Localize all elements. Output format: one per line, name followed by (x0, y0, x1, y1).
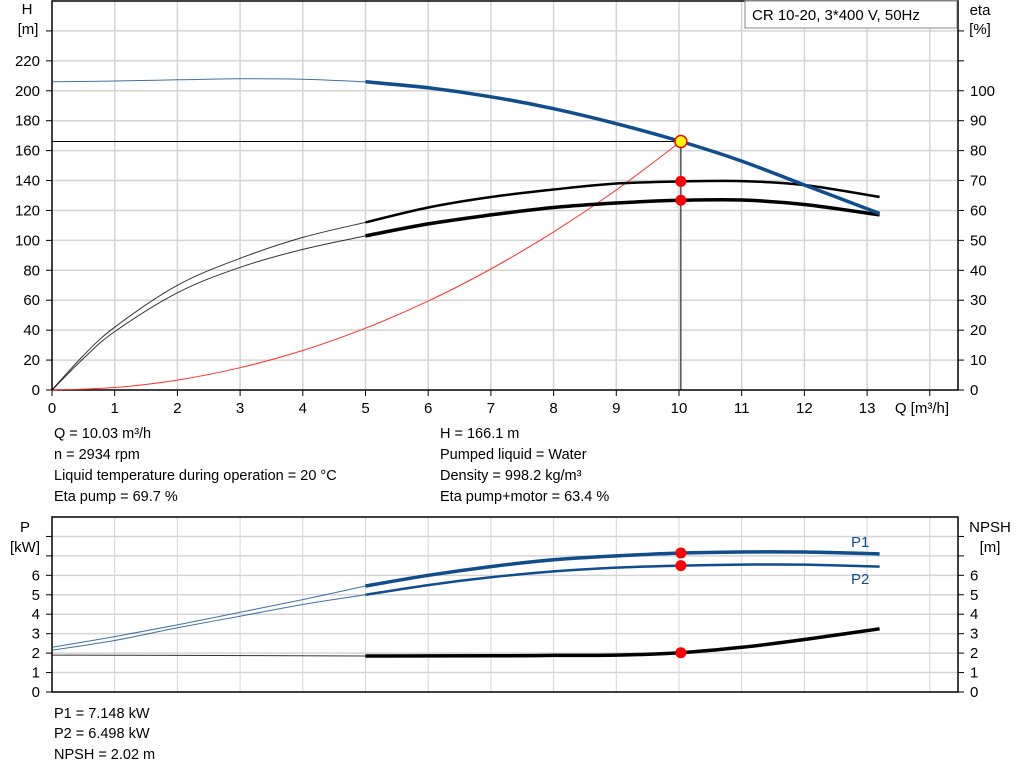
h-tick-label: 40 (23, 322, 40, 339)
q-tick-label: 11 (734, 400, 750, 417)
eta-pump-motor-curve (365, 197, 880, 238)
q-tick-label: 1 (111, 400, 119, 417)
npsh-tick-label: 5 (970, 587, 978, 604)
title-box (744, 0, 958, 29)
npsh-tick-label: 3 (970, 626, 978, 643)
eta-tick-label: 40 (970, 262, 987, 279)
eta-tick-label: 90 (970, 113, 987, 130)
chart-title: CR 10-20, 3*400 V, 50Hz (752, 7, 920, 24)
h-tick-label: 180 (15, 113, 40, 130)
eta-pump-point (675, 175, 687, 187)
p2-series-label: P2 (851, 571, 869, 588)
top-plot-frame (51, 0, 959, 391)
p-tick-label: 3 (32, 626, 40, 643)
p-tick-label: 5 (32, 587, 40, 604)
info-density: Density = 998.2 kg/m³ (440, 468, 582, 484)
p1-curve (365, 550, 880, 588)
p-tick-label: 6 (32, 567, 40, 584)
h-tick-label: 100 (15, 232, 40, 249)
system-curve (51, 141, 682, 391)
eta-pump-motor-curve-thin (51, 235, 366, 391)
p-tick-label: 1 (32, 665, 40, 682)
q-tick-label: 6 (424, 400, 432, 417)
info-flow: Q = 10.03 m³/h (54, 426, 152, 442)
eta-tick-label: 80 (970, 143, 987, 160)
eta-tick-label: 30 (970, 292, 987, 309)
info-pumped-liquid: Pumped liquid = Water (440, 447, 587, 463)
h-tick-label: 60 (23, 292, 40, 309)
h-tick-label: 0 (32, 382, 40, 399)
p1-series-label: P1 (851, 534, 869, 551)
npsh-point (675, 647, 687, 659)
h-tick-label: 120 (15, 202, 40, 219)
npsh-axis-unit: [m] (980, 539, 1001, 556)
p-tick-label: 2 (32, 645, 40, 662)
h-tick-label: 80 (23, 262, 40, 279)
p1-point (675, 547, 687, 559)
q-tick-label: 13 (859, 400, 876, 417)
eta-pump-curve (365, 179, 880, 224)
eta-tick-label: 50 (970, 232, 987, 249)
p2-curve-thin (51, 594, 366, 651)
duty-point (674, 134, 688, 149)
q-tick-label: 8 (549, 400, 557, 417)
eta-tick-label: 100 (970, 83, 995, 100)
info-head: H = 166.1 m (440, 426, 520, 442)
h-tick-label: 20 (23, 352, 40, 369)
h-tick-label: 200 (15, 83, 40, 100)
info-p2: P2 = 6.498 kW (54, 726, 150, 742)
info-p1: P1 = 7.148 kW (54, 706, 150, 722)
head-curve-thin (51, 78, 366, 83)
q-axis-label: Q [m³/h] (895, 400, 949, 417)
eta-tick-label: 70 (970, 173, 987, 190)
p1-curve-thin (51, 585, 366, 648)
eta-axis-unit: [%] (969, 21, 991, 38)
p-tick-label: 4 (32, 606, 40, 623)
npsh-curve (365, 627, 880, 658)
info-eta-pump: Eta pump = 69.7 % (54, 489, 178, 505)
p2-point (675, 560, 687, 572)
p2-curve (365, 563, 880, 597)
info-eta-pump-motor: Eta pump+motor = 63.4 % (440, 489, 610, 505)
h-axis-unit: [m] (18, 21, 39, 38)
q-tick-label: 3 (236, 400, 244, 417)
npsh-tick-label: 1 (970, 665, 978, 682)
h-axis-label: H (22, 1, 33, 18)
eta-tick-label: 60 (970, 202, 987, 219)
q-tick-label: 10 (671, 400, 688, 417)
eta-tick-label: 10 (970, 352, 987, 369)
h-tick-label: 220 (15, 53, 40, 70)
npsh-tick-label: 0 (970, 684, 978, 701)
info-speed: n = 2934 rpm (54, 447, 140, 463)
p-axis-label: P (20, 519, 30, 536)
q-tick-label: 7 (487, 400, 495, 417)
bottom-plot-frame (51, 516, 959, 693)
eta-tick-label: 20 (970, 322, 987, 339)
eta-tick-label: 0 (970, 382, 978, 399)
q-tick-label: 5 (361, 400, 369, 417)
h-tick-label: 160 (15, 143, 40, 160)
info-liquid-temperature: Liquid temperature during operation = 20… (54, 468, 337, 484)
q-tick-label: 4 (299, 400, 307, 417)
eta-pump-curve-thin (51, 221, 366, 391)
q-tick-label: 9 (612, 400, 620, 417)
p-axis-unit: [kW] (10, 539, 40, 556)
npsh-tick-label: 4 (970, 606, 978, 623)
q-tick-label: 0 (48, 400, 56, 417)
npsh-axis-label: NPSH (969, 519, 1011, 536)
q-tick-label: 2 (173, 400, 181, 417)
head-curve (365, 80, 881, 216)
eta-axis-label: eta (970, 2, 992, 19)
eta-pump-motor-point (675, 194, 687, 206)
q-tick-label: 12 (796, 400, 813, 417)
p-tick-label: 0 (32, 684, 40, 701)
npsh-tick-label: 6 (970, 567, 978, 584)
h-tick-label: 140 (15, 173, 40, 190)
info-npsh: NPSH = 2.02 m (54, 747, 156, 763)
npsh-tick-label: 2 (970, 645, 978, 662)
npsh-curve-thin (51, 654, 366, 657)
